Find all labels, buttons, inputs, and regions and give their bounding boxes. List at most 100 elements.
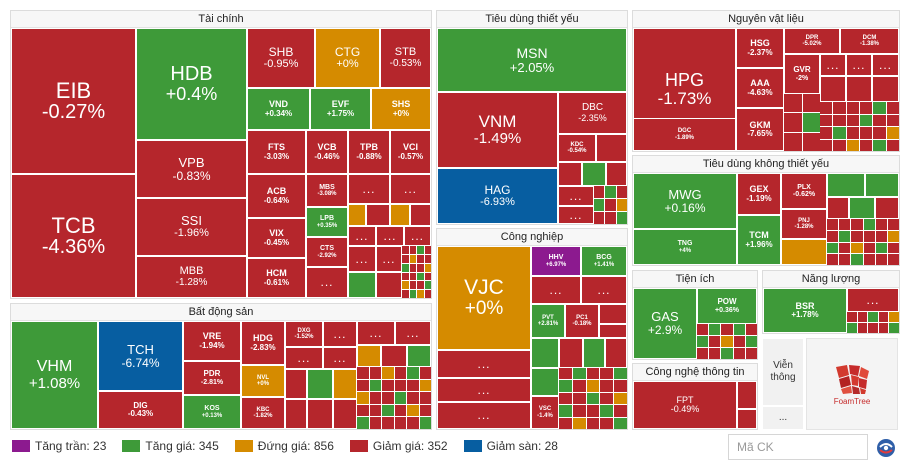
- tile-small[interactable]: [559, 338, 583, 368]
- tile-GVR[interactable]: GVR -2%: [784, 54, 820, 94]
- tile-more[interactable]: ...: [376, 226, 404, 246]
- tile-small[interactable]: [583, 338, 605, 368]
- tile-VPB[interactable]: VPB -0.83%: [136, 140, 247, 198]
- tile-HSG[interactable]: HSG -2.37%: [736, 28, 784, 68]
- tile-small[interactable]: [849, 197, 875, 219]
- tile-small[interactable]: [531, 338, 559, 368]
- tile-small[interactable]: [376, 272, 402, 298]
- tile-SHB[interactable]: SHB -0.95%: [247, 28, 315, 88]
- tile-more[interactable]: ...: [437, 378, 531, 402]
- tile-TCM[interactable]: TCM +1.96%: [737, 215, 781, 265]
- tile-small[interactable]: [307, 369, 333, 399]
- tile-small[interactable]: [599, 304, 627, 324]
- tile-VJC[interactable]: VJC +0%: [437, 246, 531, 350]
- tile-small-ref[interactable]: [781, 239, 827, 265]
- tile-small[interactable]: [333, 399, 357, 429]
- tile-small[interactable]: [285, 369, 307, 399]
- tile-more[interactable]: ...: [581, 276, 627, 304]
- tile-CTG[interactable]: CTG +0%: [315, 28, 380, 88]
- tile-more[interactable]: ...: [872, 54, 899, 76]
- tile-PLX[interactable]: PLX -0.62%: [781, 173, 827, 209]
- tile-more[interactable]: ...: [558, 186, 594, 206]
- globe-refresh-icon[interactable]: [876, 438, 896, 458]
- tile-EVF[interactable]: EVF +1.75%: [310, 88, 371, 130]
- tile-small[interactable]: [606, 162, 627, 186]
- stock-search-input[interactable]: [728, 434, 868, 460]
- tile-HHV[interactable]: HHV +6.97%: [531, 246, 581, 276]
- tile-HCM[interactable]: HCM -0.61%: [247, 258, 306, 298]
- tile-small[interactable]: [872, 76, 899, 102]
- tile-BCG[interactable]: BCG +1.41%: [581, 246, 627, 276]
- tile-DGC[interactable]: DGC -1.89%: [633, 118, 736, 151]
- tile-KOS[interactable]: KOS +0.13%: [183, 395, 241, 429]
- tile-SSI[interactable]: SSI -1.96%: [136, 198, 247, 256]
- tile-more[interactable]: ...: [404, 226, 431, 246]
- tile-more[interactable]: ...: [348, 226, 376, 246]
- tile-PC1[interactable]: PC1 -0.18%: [565, 304, 599, 338]
- tile-DBC[interactable]: DBC -2.35%: [558, 92, 627, 134]
- tile-POW[interactable]: POW +0.36%: [697, 288, 757, 324]
- tile-small[interactable]: [348, 272, 376, 298]
- tile-MBB[interactable]: MBB -1.28%: [136, 256, 247, 298]
- tile-HDG[interactable]: HDG -2.83%: [241, 321, 285, 365]
- sector-vien-thong[interactable]: Viễn thông: [762, 338, 804, 406]
- tile-small[interactable]: [285, 399, 307, 429]
- tile-PNJ[interactable]: PNJ -1.28%: [781, 209, 827, 239]
- tile-VND[interactable]: VND +0.34%: [247, 88, 310, 130]
- tile-small[interactable]: [846, 76, 872, 102]
- tile-KDC[interactable]: KDC -0.54%: [558, 134, 596, 162]
- tile-AAA[interactable]: AAA -4.63%: [736, 68, 784, 108]
- tile-small[interactable]: [865, 173, 899, 197]
- tile-VNM[interactable]: VNM -1.49%: [437, 92, 558, 168]
- tile-more[interactable]: ...: [437, 350, 531, 378]
- tile-small[interactable]: [381, 345, 407, 367]
- tile-more[interactable]: ...: [762, 406, 804, 430]
- tile-GAS[interactable]: GAS +2.9%: [633, 288, 697, 359]
- tile-more[interactable]: ...: [847, 288, 899, 312]
- tile-TNG[interactable]: TNG +4%: [633, 229, 737, 265]
- tile-more[interactable]: ...: [323, 321, 357, 347]
- tile-STB[interactable]: STB -0.53%: [380, 28, 431, 88]
- tile-HAG[interactable]: HAG -6.93%: [437, 168, 558, 224]
- tile-ACB[interactable]: ACB -0.64%: [247, 174, 306, 218]
- tile-VHM[interactable]: VHM +1.08%: [11, 321, 98, 429]
- tile-SHS[interactable]: SHS +0%: [371, 88, 431, 130]
- tile-GEX[interactable]: GEX -1.19%: [737, 173, 781, 215]
- tile-small[interactable]: [307, 399, 333, 429]
- tile-VCI[interactable]: VCI -0.57%: [390, 130, 431, 174]
- tile-small[interactable]: [605, 338, 627, 368]
- tile-FPT[interactable]: FPT -0.49%: [633, 381, 737, 429]
- tile-more[interactable]: ...: [348, 174, 390, 204]
- tile-DCM[interactable]: DCM -1.38%: [840, 28, 899, 54]
- tile-more[interactable]: ...: [323, 347, 357, 369]
- tile-DXG[interactable]: DXG -1.52%: [285, 321, 323, 347]
- tile-more[interactable]: ...: [531, 276, 581, 304]
- tile-more[interactable]: ...: [306, 267, 348, 298]
- tile-more[interactable]: ...: [390, 174, 431, 204]
- tile-small-ref[interactable]: [348, 204, 366, 226]
- tile-small-ref[interactable]: [333, 369, 357, 399]
- tile-more[interactable]: ...: [376, 246, 402, 272]
- tile-small[interactable]: [737, 381, 757, 409]
- tile-small[interactable]: [407, 345, 431, 367]
- tile-small[interactable]: [820, 76, 846, 102]
- tile-small-ref[interactable]: [390, 204, 410, 226]
- tile-VIX[interactable]: VIX -0.45%: [247, 218, 306, 258]
- tile-more[interactable]: ...: [395, 321, 431, 345]
- tile-HDB[interactable]: HDB +0.4%: [136, 28, 247, 140]
- tile-more[interactable]: ...: [437, 402, 531, 429]
- tile-more[interactable]: ...: [846, 54, 872, 76]
- tile-LPB[interactable]: LPB +0.35%: [306, 207, 348, 237]
- tile-more[interactable]: ...: [348, 246, 376, 272]
- tile-more[interactable]: ...: [820, 54, 846, 76]
- tile-GKM[interactable]: GKM -7.65%: [736, 108, 784, 151]
- tile-NVL[interactable]: NVL +0%: [241, 365, 285, 397]
- tile-PDR[interactable]: PDR -2.81%: [183, 361, 241, 395]
- tile-small[interactable]: [558, 162, 582, 186]
- tile-more[interactable]: ...: [285, 347, 323, 369]
- tile-EIB[interactable]: EIB -0.27%: [11, 28, 136, 174]
- tile-small[interactable]: [599, 324, 627, 338]
- tile-MBS[interactable]: MBS -3.08%: [306, 174, 348, 207]
- tile-small[interactable]: [531, 368, 559, 396]
- tile-small-ref[interactable]: [357, 345, 381, 367]
